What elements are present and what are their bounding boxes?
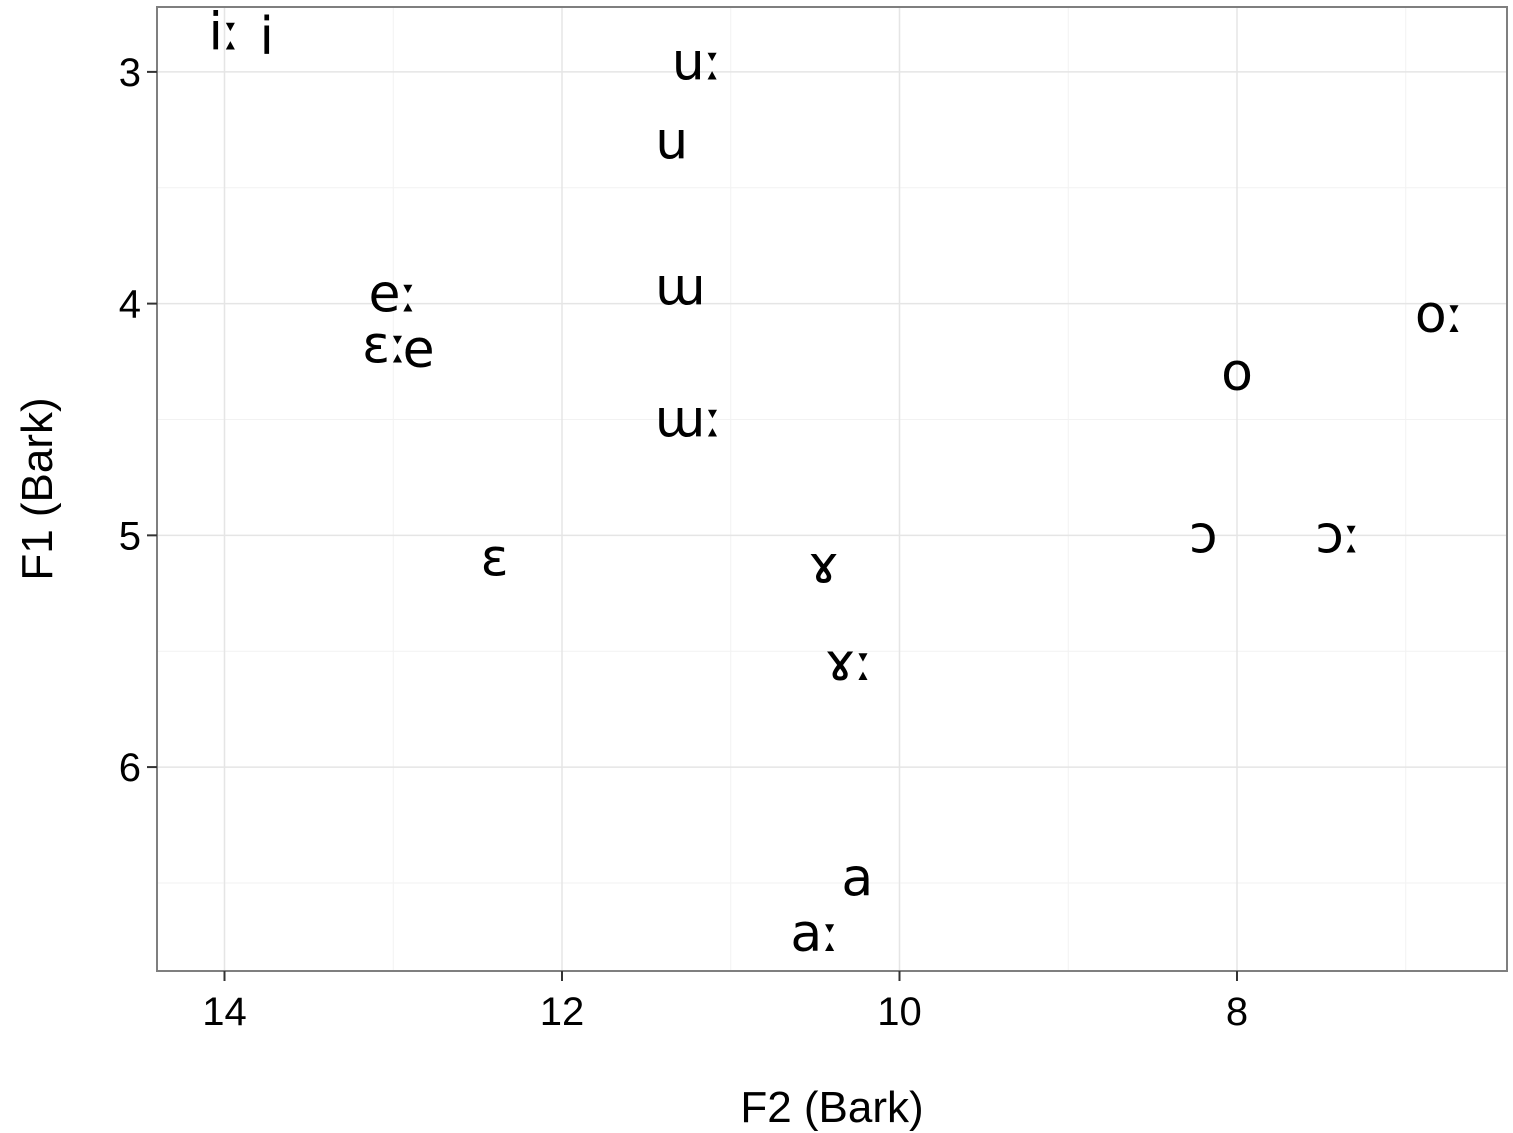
vowel-point: ɔː [1315, 505, 1361, 565]
vowel-point: aː [790, 904, 839, 964]
major-gridlines [157, 7, 1507, 971]
vowel-points: iː i uː u eː ɯ oː ɛːe o ɯː ɔ ɔː ɛ ɤ ɤː aaː [209, 2, 1465, 963]
vowel-point: ɛː [362, 315, 408, 375]
y-tick-label: 5 [119, 514, 141, 558]
vowel-point: uː [672, 33, 722, 93]
vowel-point: ɯː [654, 389, 722, 449]
vowel-point: ɯ [655, 257, 706, 317]
vowel-point: i [259, 7, 273, 67]
y-axis: 3 4 5 6 [119, 51, 157, 790]
x-tick-label: 10 [877, 990, 922, 1034]
vowel-point: oː [1415, 285, 1464, 345]
x-tick-label: 8 [1226, 990, 1248, 1034]
vowel-point: e [403, 320, 435, 380]
x-axis: 14 12 10 8 [202, 971, 1248, 1034]
vowel-point: ɛ [480, 529, 508, 589]
vowel-point: o [1221, 343, 1253, 403]
vowel-point: ɤː [825, 633, 874, 693]
minor-gridlines [157, 7, 1507, 971]
y-axis-title: F1 (Bark) [13, 397, 62, 580]
vowel-point: u [655, 111, 688, 171]
vowel-point: eː [368, 264, 418, 324]
x-axis-title: F2 (Bark) [740, 1083, 923, 1132]
vowel-point: iː [209, 2, 241, 62]
plot-panel-border [156, 6, 1508, 972]
vowel-point: a [841, 848, 873, 908]
x-tick-label: 14 [202, 990, 247, 1034]
y-tick-label: 3 [119, 51, 141, 95]
vowel-point: ɔ [1189, 505, 1218, 565]
x-tick-label: 12 [540, 990, 585, 1034]
vowel-point: ɤ [808, 535, 839, 595]
y-tick-label: 6 [119, 746, 141, 790]
y-tick-label: 4 [119, 283, 141, 327]
